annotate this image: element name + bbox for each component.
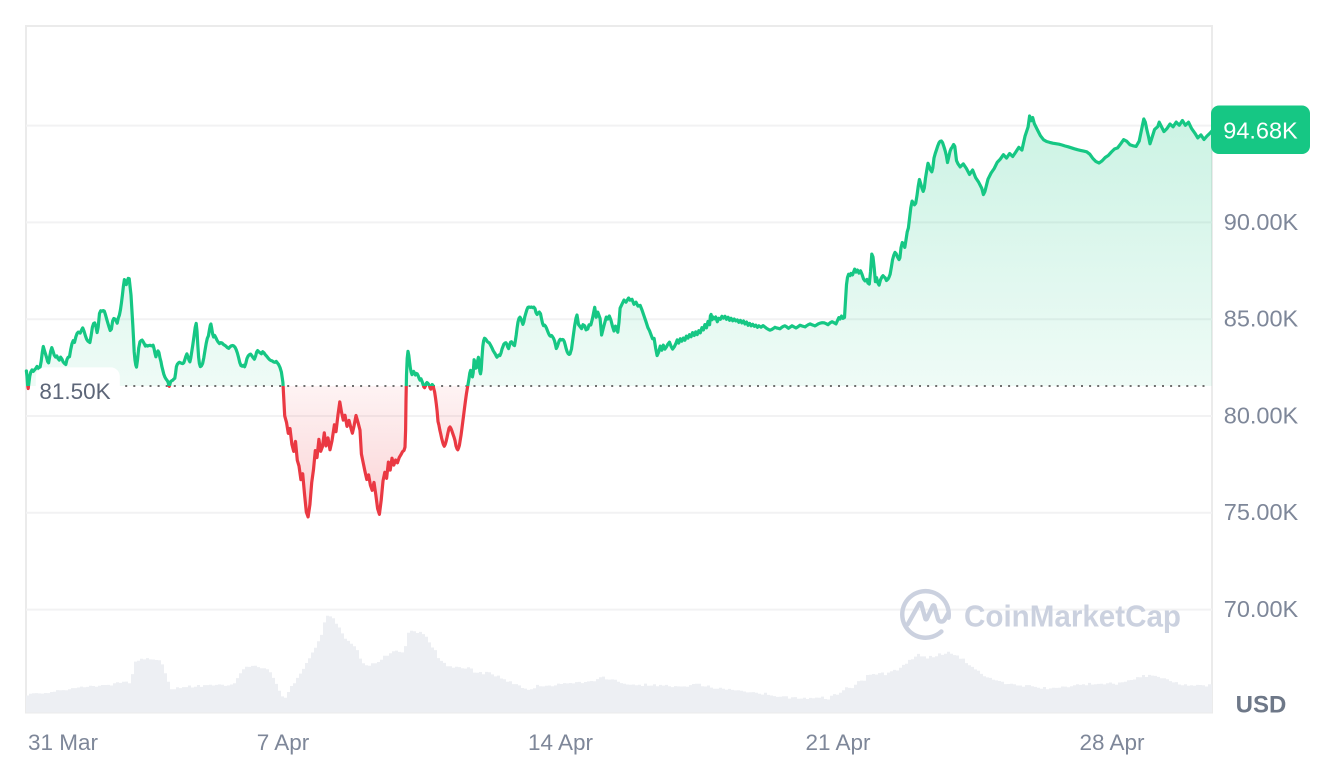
svg-text:90.00K: 90.00K [1224, 209, 1299, 235]
svg-text:94.68K: 94.68K [1223, 117, 1298, 143]
svg-text:28 Apr: 28 Apr [1079, 730, 1145, 755]
svg-text:31 Mar: 31 Mar [28, 730, 99, 755]
svg-text:85.00K: 85.00K [1224, 306, 1299, 332]
svg-text:70.00K: 70.00K [1224, 596, 1299, 622]
svg-text:81.50K: 81.50K [39, 379, 110, 404]
svg-text:14 Apr: 14 Apr [528, 730, 594, 755]
svg-text:7 Apr: 7 Apr [257, 730, 310, 755]
svg-text:USD: USD [1236, 692, 1287, 719]
svg-text:75.00K: 75.00K [1224, 499, 1299, 525]
svg-text:CoinMarketCap: CoinMarketCap [964, 599, 1181, 634]
svg-text:80.00K: 80.00K [1224, 402, 1299, 428]
svg-text:21 Apr: 21 Apr [805, 730, 871, 755]
